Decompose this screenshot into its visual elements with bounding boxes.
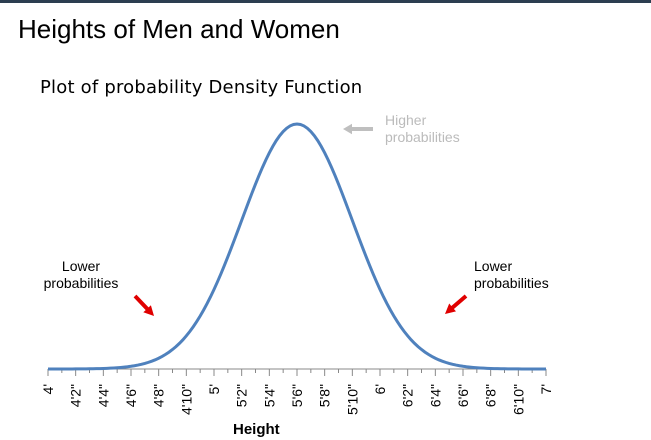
arrow-higher [343,123,373,135]
x-tick-label: 4'6" [123,384,139,407]
annotation-line: probabilities [474,275,549,291]
x-tick-label: 5'6" [289,384,305,407]
red-arrow-icon [445,294,468,314]
x-ticks [47,369,547,376]
annotation-line: Lower [474,258,513,274]
arrow-lower-right [445,294,468,314]
x-tick-label: 4'4" [95,384,111,407]
slide-title: Heights of Men and Women [18,14,340,44]
gray-arrow-icon [343,123,373,135]
x-tick-label: 6'10" [510,384,526,415]
x-tick-label: 6'2" [400,384,416,407]
annotation-higher: Higher probabilities [385,112,460,146]
x-tick-label: 4' [40,384,56,394]
x-tick-labels: 4' 4'2" 4'4" 4'6" 4'8" 4'10" 5' 5'2" 5'4" 5'6" 5'8… [40,384,554,415]
annotation-line: probabilities [43,275,119,291]
x-tick-label: 5'2" [234,384,250,407]
x-tick-label: 5' [206,384,222,394]
x-tick-label: 5'4" [261,384,277,407]
annotation-line: probabilities [385,129,460,145]
x-tick-label: 4'8" [151,384,167,407]
x-tick-label: 4'2" [68,384,84,407]
annotation-lower-right: Lower probabilities [474,258,549,292]
chart-title: Plot of probability Density Function [40,77,363,98]
annotation-line: Lower [61,258,101,274]
x-tick-label: 4'10" [178,384,194,415]
x-tick-label: 5'10" [344,384,360,415]
annotation-lower-left: Lower probabilities [30,258,132,292]
x-tick-label: 6'6" [455,384,471,407]
red-arrow-icon [133,294,154,316]
x-tick-label: 6'4" [427,384,443,407]
density-curve [48,122,546,371]
x-tick-label: 5'8" [317,384,333,407]
x-axis-label: Height [233,421,280,438]
top-border [0,0,651,3]
arrow-lower-left [133,294,154,316]
annotation-line: Higher [385,112,427,128]
x-tick-label: 7' [538,384,554,394]
x-tick-label: 6'8" [483,384,499,407]
x-tick-label: 6' [372,384,388,394]
